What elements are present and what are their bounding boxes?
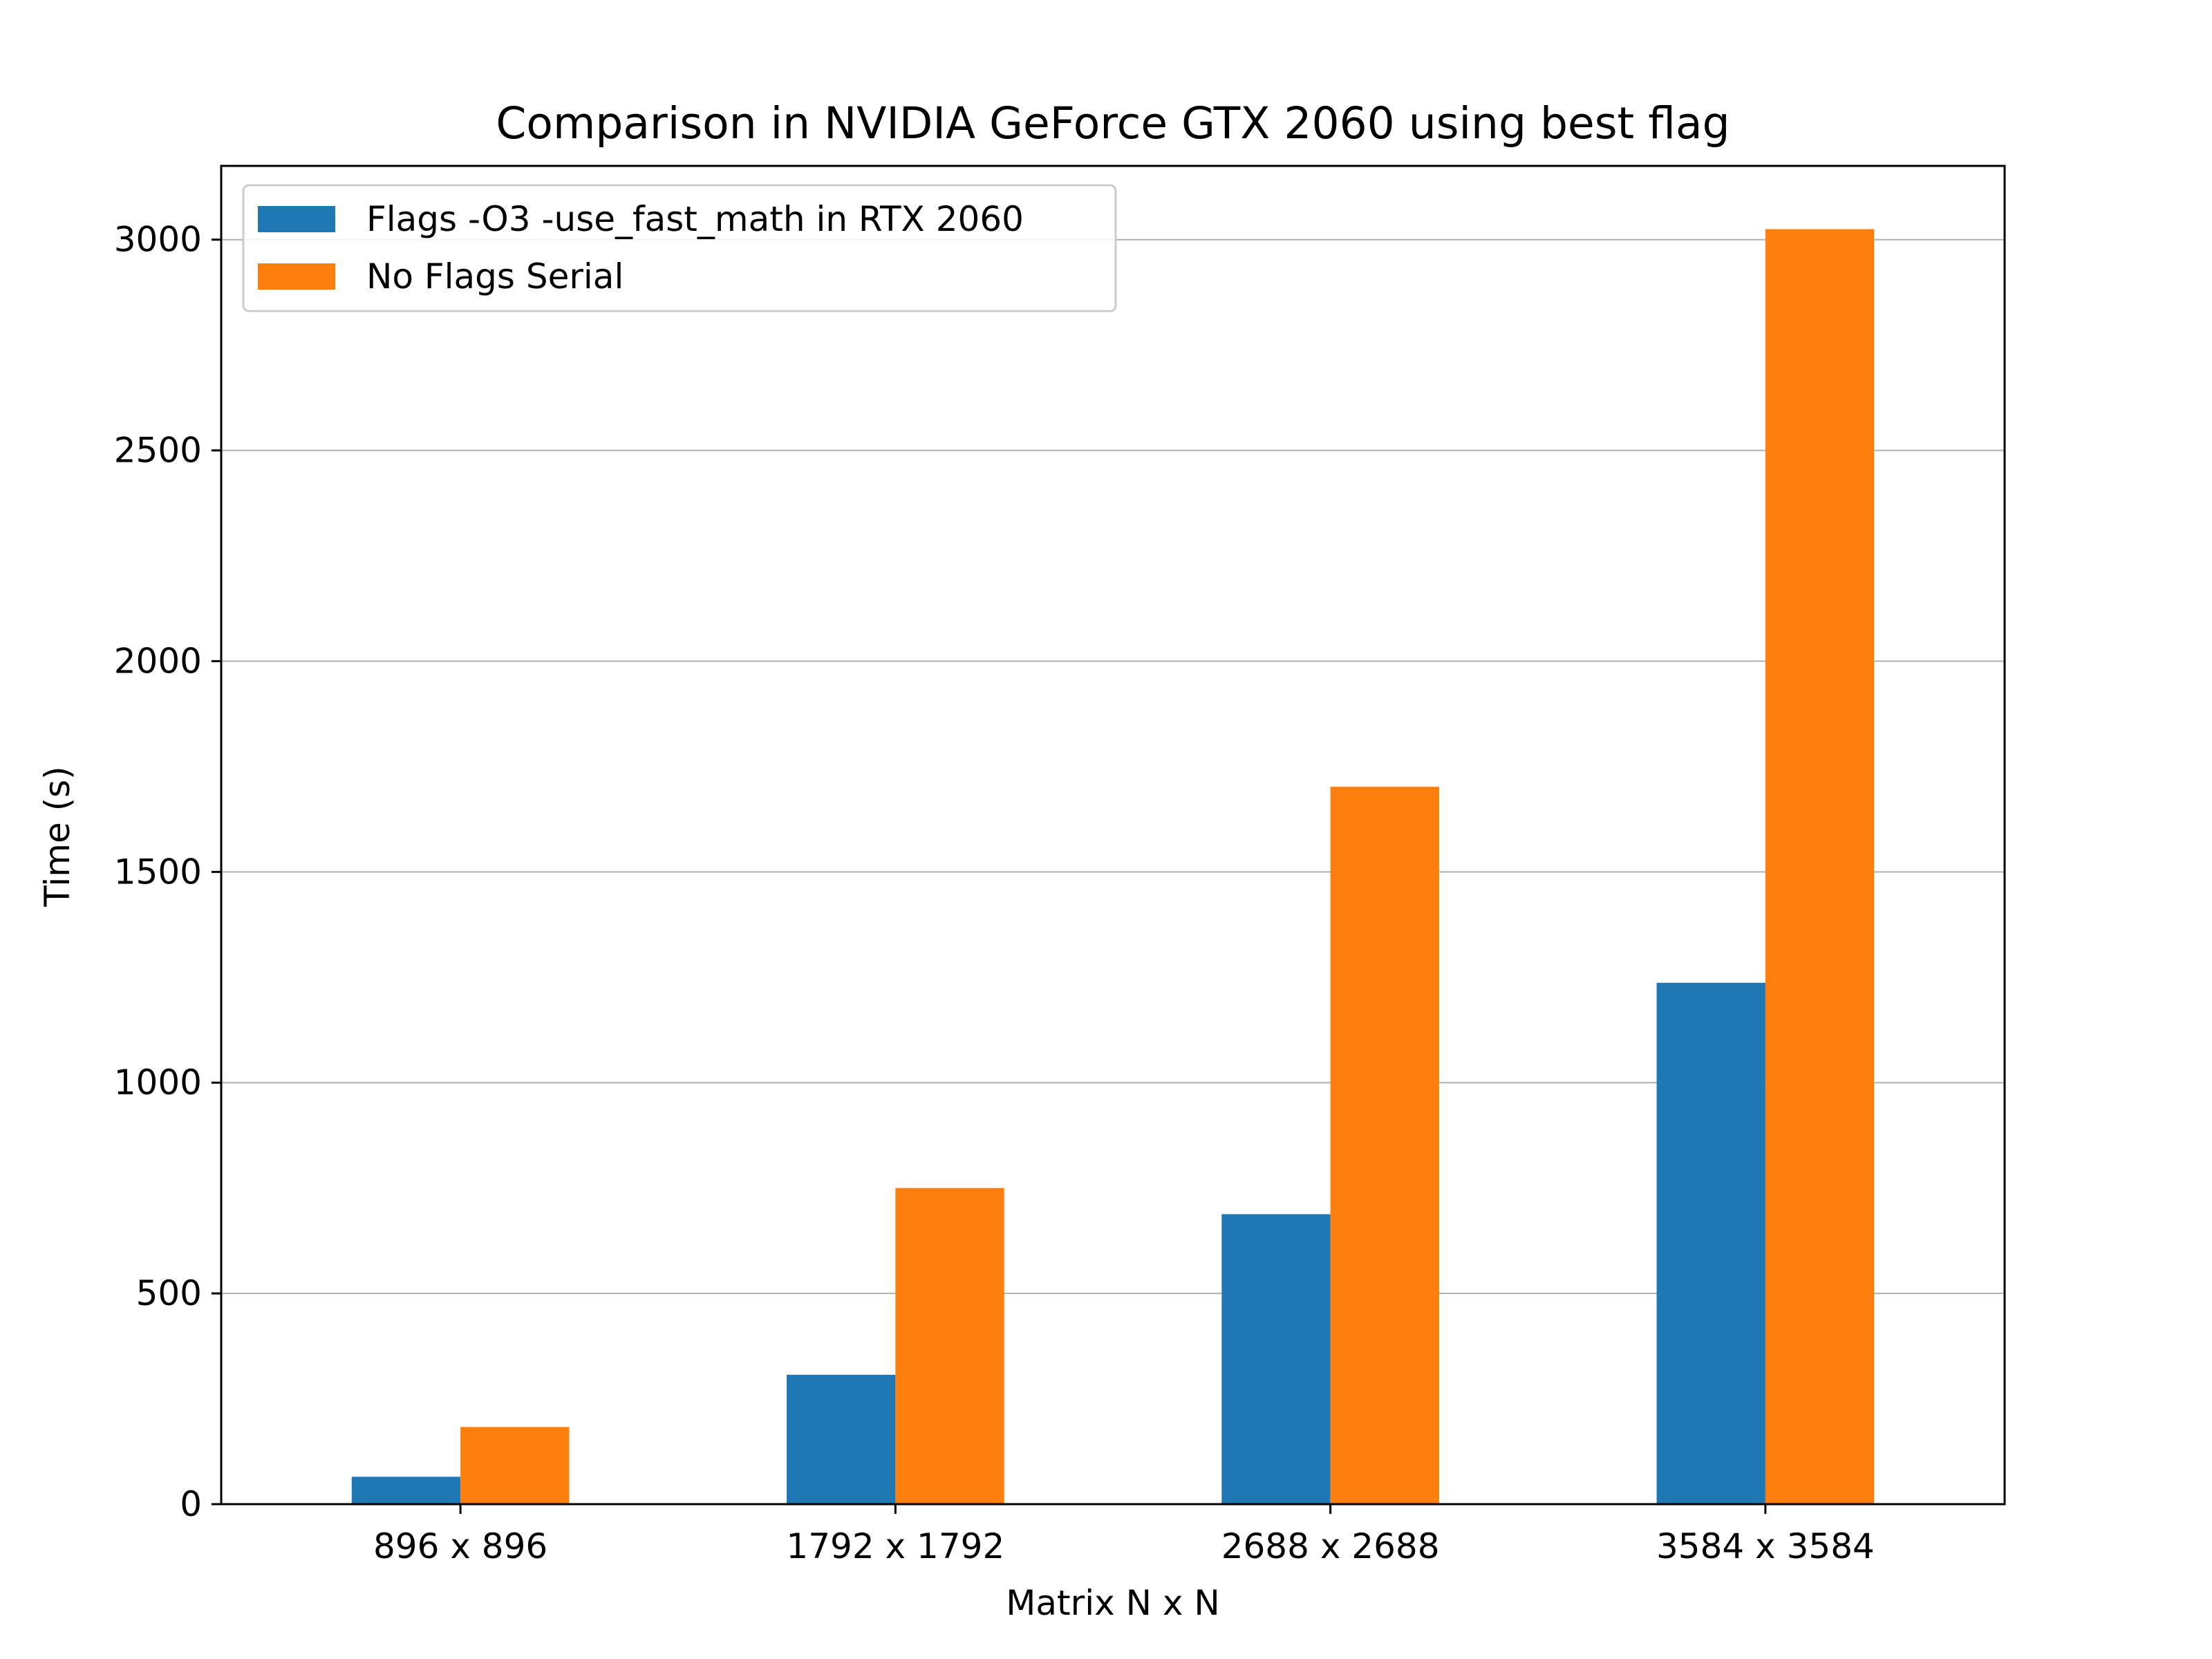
legend-label-no-flags-serial: No Flags Serial <box>366 256 624 297</box>
legend-swatch-flags-o3 <box>258 206 335 232</box>
bars <box>351 229 1875 1504</box>
x-tick-label: 896 x 896 <box>373 1526 547 1566</box>
bar-no-flags-serial-2688-x-2688 <box>1330 787 1439 1504</box>
x-tick-label: 1792 x 1792 <box>786 1526 1004 1566</box>
y-tick-label: 1500 <box>114 852 202 892</box>
bar-no-flags-serial-896-x-896 <box>460 1427 570 1504</box>
y-tick-label: 2500 <box>114 431 202 471</box>
x-axis: 896 x 896 1792 x 1792 2688 x 2688 3584 x 35… <box>373 1504 1875 1566</box>
bar-flags-o3-use-fast-math-in-rtx-2060-1792-x-1792 <box>787 1374 896 1504</box>
legend-label-flags-o3: Flags -O3 -use_fast_math in RTX 2060 <box>366 199 1024 239</box>
y-axis-label: Time (s) <box>37 766 77 907</box>
chart-title: Comparison in NVIDIA GeForce GTX 2060 us… <box>496 98 1730 149</box>
legend: Flags -O3 -use_fast_math in RTX 2060 No … <box>242 184 1117 312</box>
plot-frame <box>220 165 2006 1506</box>
y-tick-label: 2000 <box>114 641 202 681</box>
x-tick-label: 2688 x 2688 <box>1221 1526 1440 1566</box>
y-tick-label: 500 <box>136 1273 202 1313</box>
y-tick-label: 1000 <box>114 1062 202 1103</box>
bar-no-flags-serial-1792-x-1792 <box>895 1188 1004 1504</box>
y-axis: 0 500 1000 1500 2000 2500 3000 <box>114 220 221 1524</box>
x-tick-label: 3584 x 3584 <box>1656 1526 1875 1566</box>
y-tick-label: 0 <box>180 1484 202 1524</box>
legend-swatch-no-flags-serial <box>258 263 335 290</box>
legend-frame <box>242 184 1117 312</box>
bar-flags-o3-use-fast-math-in-rtx-2060-896-x-896 <box>351 1477 461 1504</box>
bar-no-flags-serial-3584-x-3584 <box>1765 229 1875 1504</box>
bar-flags-o3-use-fast-math-in-rtx-2060-2688-x-2688 <box>1221 1214 1331 1504</box>
y-tick-label: 3000 <box>114 220 202 260</box>
bar-flags-o3-use-fast-math-in-rtx-2060-3584-x-3584 <box>1656 982 1765 1504</box>
x-axis-label: Matrix N x N <box>1006 1583 1220 1623</box>
